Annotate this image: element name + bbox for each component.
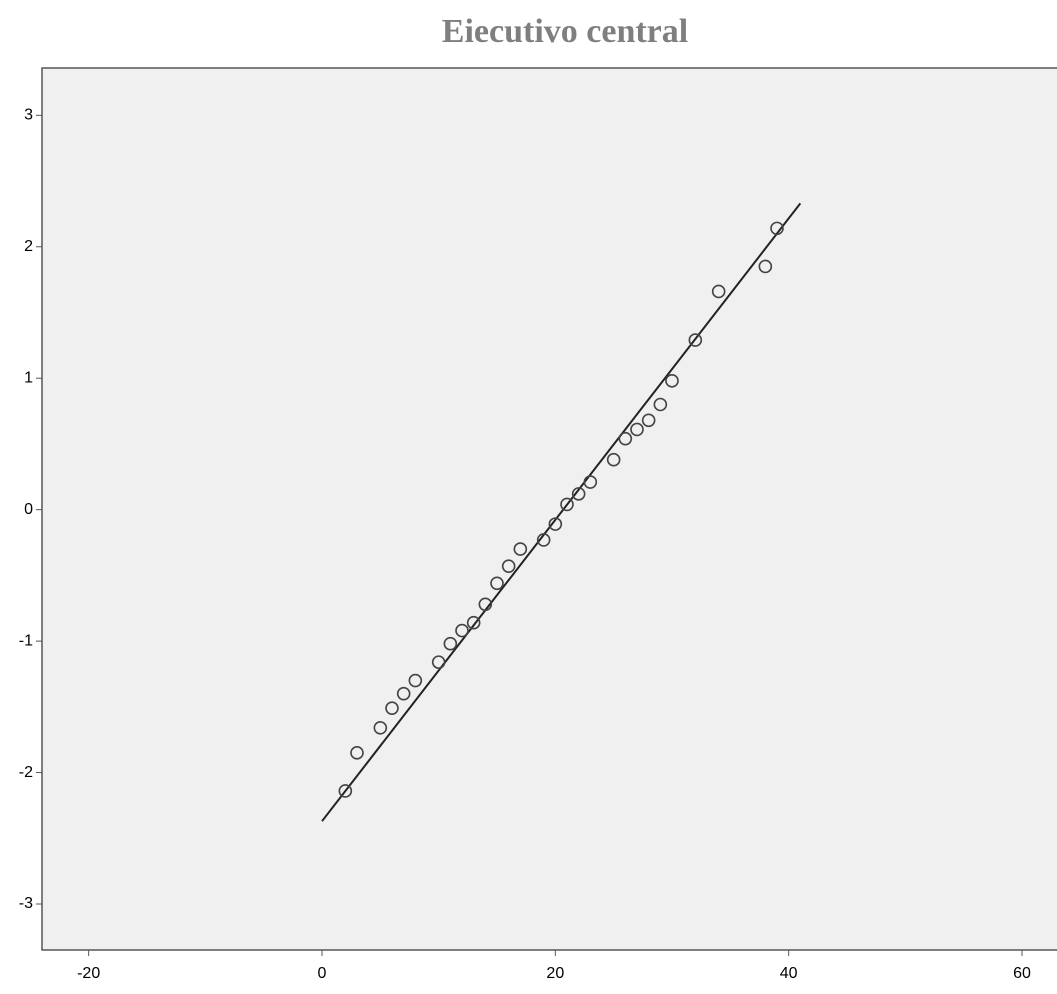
point (396, 686, 411, 701)
point (571, 487, 586, 501)
point (385, 701, 399, 715)
x-tick-label: 60 (1013, 965, 1031, 982)
point (758, 259, 773, 274)
point (490, 576, 504, 591)
y-tick-label: 1 (24, 369, 33, 386)
x-tick-label: 0 (318, 965, 327, 982)
point (560, 497, 574, 512)
point (641, 413, 656, 428)
point (548, 517, 563, 531)
point (711, 284, 726, 299)
point (338, 784, 353, 798)
point (583, 475, 598, 489)
x-tick-label: 40 (780, 965, 798, 982)
point (501, 559, 516, 573)
point (618, 431, 633, 446)
point (443, 636, 458, 651)
point (431, 655, 446, 669)
reference-line (321, 202, 802, 822)
point (653, 397, 668, 412)
x-tick-label: -20 (77, 965, 100, 982)
y-tick-label: 2 (24, 238, 33, 255)
y-tick-label: -2 (19, 764, 33, 781)
point (455, 623, 469, 638)
chart-title: Eiecutivo central (442, 13, 688, 50)
point (770, 221, 784, 236)
y-tick-label: 3 (24, 107, 33, 124)
y-tick-label: -3 (19, 895, 33, 912)
plot-area (41, 67, 1057, 951)
point (688, 333, 703, 347)
point (408, 673, 423, 688)
y-tick-label: 0 (24, 501, 33, 518)
point (466, 615, 481, 630)
point (373, 721, 388, 735)
point (513, 542, 528, 556)
point (606, 452, 621, 467)
point (536, 533, 551, 547)
x-tick-label: 20 (546, 965, 564, 982)
y-tick-label: -1 (19, 632, 33, 649)
point (478, 597, 493, 612)
point (630, 422, 644, 437)
point (665, 374, 679, 388)
point (350, 746, 364, 760)
